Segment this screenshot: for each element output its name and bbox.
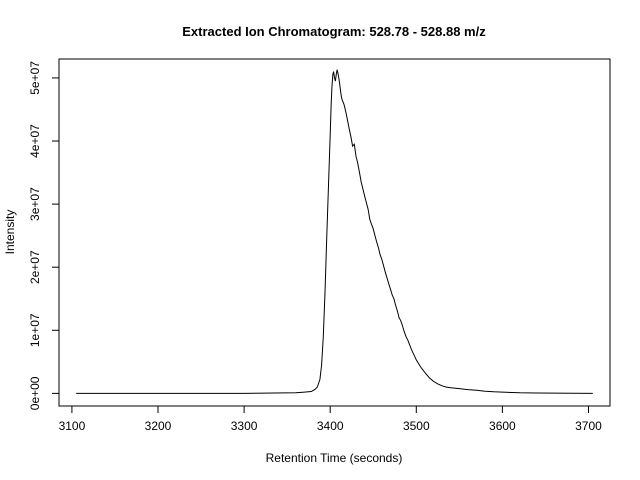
y-tick-label: 5e+07 bbox=[28, 61, 42, 95]
x-tick-label: 3300 bbox=[231, 419, 258, 433]
y-axis-label: Intensity bbox=[3, 210, 17, 255]
y-tick-label: 3e+07 bbox=[28, 187, 42, 221]
y-tick-label: 0e+00 bbox=[28, 376, 42, 410]
series-line bbox=[76, 69, 593, 394]
y-tick-label: 2e+07 bbox=[28, 250, 42, 284]
plot-frame bbox=[58, 58, 611, 407]
y-axis: 0e+00 1e+07 2e+07 3e+07 4e+07 5e+07 bbox=[28, 61, 60, 410]
y-tick-label: 4e+07 bbox=[28, 124, 42, 158]
x-tick-label: 3600 bbox=[489, 419, 516, 433]
y-tick-label: 1e+07 bbox=[28, 313, 42, 347]
x-tick-label: 3400 bbox=[317, 419, 344, 433]
chart-title: Extracted Ion Chromatogram: 528.78 - 528… bbox=[182, 24, 486, 39]
x-tick-label: 3500 bbox=[403, 419, 430, 433]
x-tick-label: 3200 bbox=[145, 419, 172, 433]
x-tick-label: 3100 bbox=[59, 419, 86, 433]
x-axis-label: Retention Time (seconds) bbox=[266, 451, 403, 465]
x-axis: 3100 3200 3300 3400 3500 3600 3700 bbox=[59, 405, 602, 433]
x-tick-label: 3700 bbox=[575, 419, 602, 433]
